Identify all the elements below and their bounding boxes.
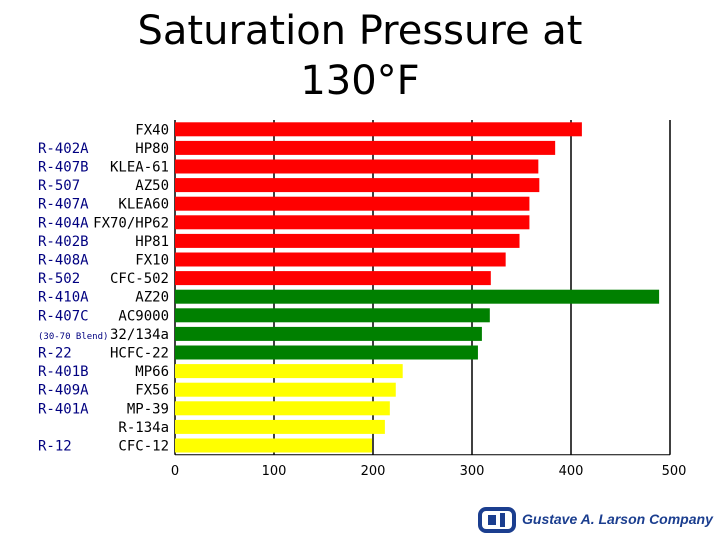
refrigerant-label: R-407C [38, 308, 89, 324]
bar [175, 178, 540, 193]
bar [175, 289, 660, 304]
refrigerant-label: R-408A [38, 253, 89, 269]
refrigerant-label: R-407A [38, 197, 89, 213]
category-label: HP81 [135, 234, 169, 250]
refrigerant-label: R-407B [38, 160, 89, 176]
bar [175, 345, 478, 360]
refrigerant-label: R-409A [38, 383, 89, 399]
bar [175, 271, 491, 286]
category-label: KLEA60 [118, 197, 169, 213]
refrigerant-label: R-502 [38, 271, 80, 287]
x-tick-label: 100 [262, 464, 287, 479]
bar [175, 233, 520, 248]
refrigerant-label: R-401B [38, 364, 89, 380]
category-label: FX10 [135, 253, 169, 269]
bar [175, 215, 530, 230]
refrigerant-label: R-507 [38, 178, 80, 194]
bar [175, 364, 403, 379]
refrigerant-label: R-404A [38, 215, 89, 231]
category-label: MP66 [135, 364, 169, 380]
category-label: HP80 [135, 141, 169, 157]
bar [175, 140, 556, 155]
refrigerant-label: R-402A [38, 141, 89, 157]
bar [175, 308, 490, 323]
x-tick-label: 500 [662, 464, 687, 479]
company-name: Gustave A. Larson Company [522, 511, 713, 527]
category-label: HCFC-22 [110, 346, 169, 362]
category-label: 32/134a [110, 327, 169, 343]
bar [175, 159, 539, 174]
chart-title-line2: 130°F [300, 58, 420, 104]
refrigerant-label: (30-70 Blend) [38, 332, 108, 342]
category-label: AZ20 [135, 290, 169, 306]
category-label: AC9000 [118, 308, 169, 324]
refrigerant-label: R-401A [38, 401, 89, 417]
category-label: FX70/HP62 [93, 215, 169, 231]
bar [175, 401, 390, 416]
chart-title: Saturation Pressure at 130°F [0, 6, 720, 106]
refrigerant-label: R-410A [38, 290, 89, 306]
refrigerant-label: R-402B [38, 234, 89, 250]
bar [175, 252, 506, 267]
gal-logo-icon [478, 507, 516, 533]
x-tick-label: 400 [559, 464, 584, 479]
bar [175, 382, 396, 397]
bar [175, 438, 373, 453]
bar [175, 419, 385, 434]
bar [175, 122, 582, 137]
category-label: CFC-12 [118, 439, 169, 455]
category-label: AZ50 [135, 178, 169, 194]
category-label: FX56 [135, 383, 169, 399]
x-tick-label: 200 [361, 464, 386, 479]
category-label: KLEA-61 [110, 160, 169, 176]
category-label: R-134a [118, 420, 169, 436]
chart-title-line1: Saturation Pressure at [137, 8, 583, 54]
refrigerant-label: R-12 [38, 439, 72, 455]
bar [175, 196, 530, 211]
category-label: FX40 [135, 122, 169, 138]
bar [175, 326, 482, 341]
refrigerant-label: R-22 [38, 346, 72, 362]
x-tick-label: 0 [171, 464, 179, 479]
x-tick-label: 300 [460, 464, 485, 479]
company-logo: Gustave A. Larson Company [478, 505, 718, 537]
category-label: MP-39 [127, 401, 169, 417]
category-label: CFC-502 [110, 271, 169, 287]
